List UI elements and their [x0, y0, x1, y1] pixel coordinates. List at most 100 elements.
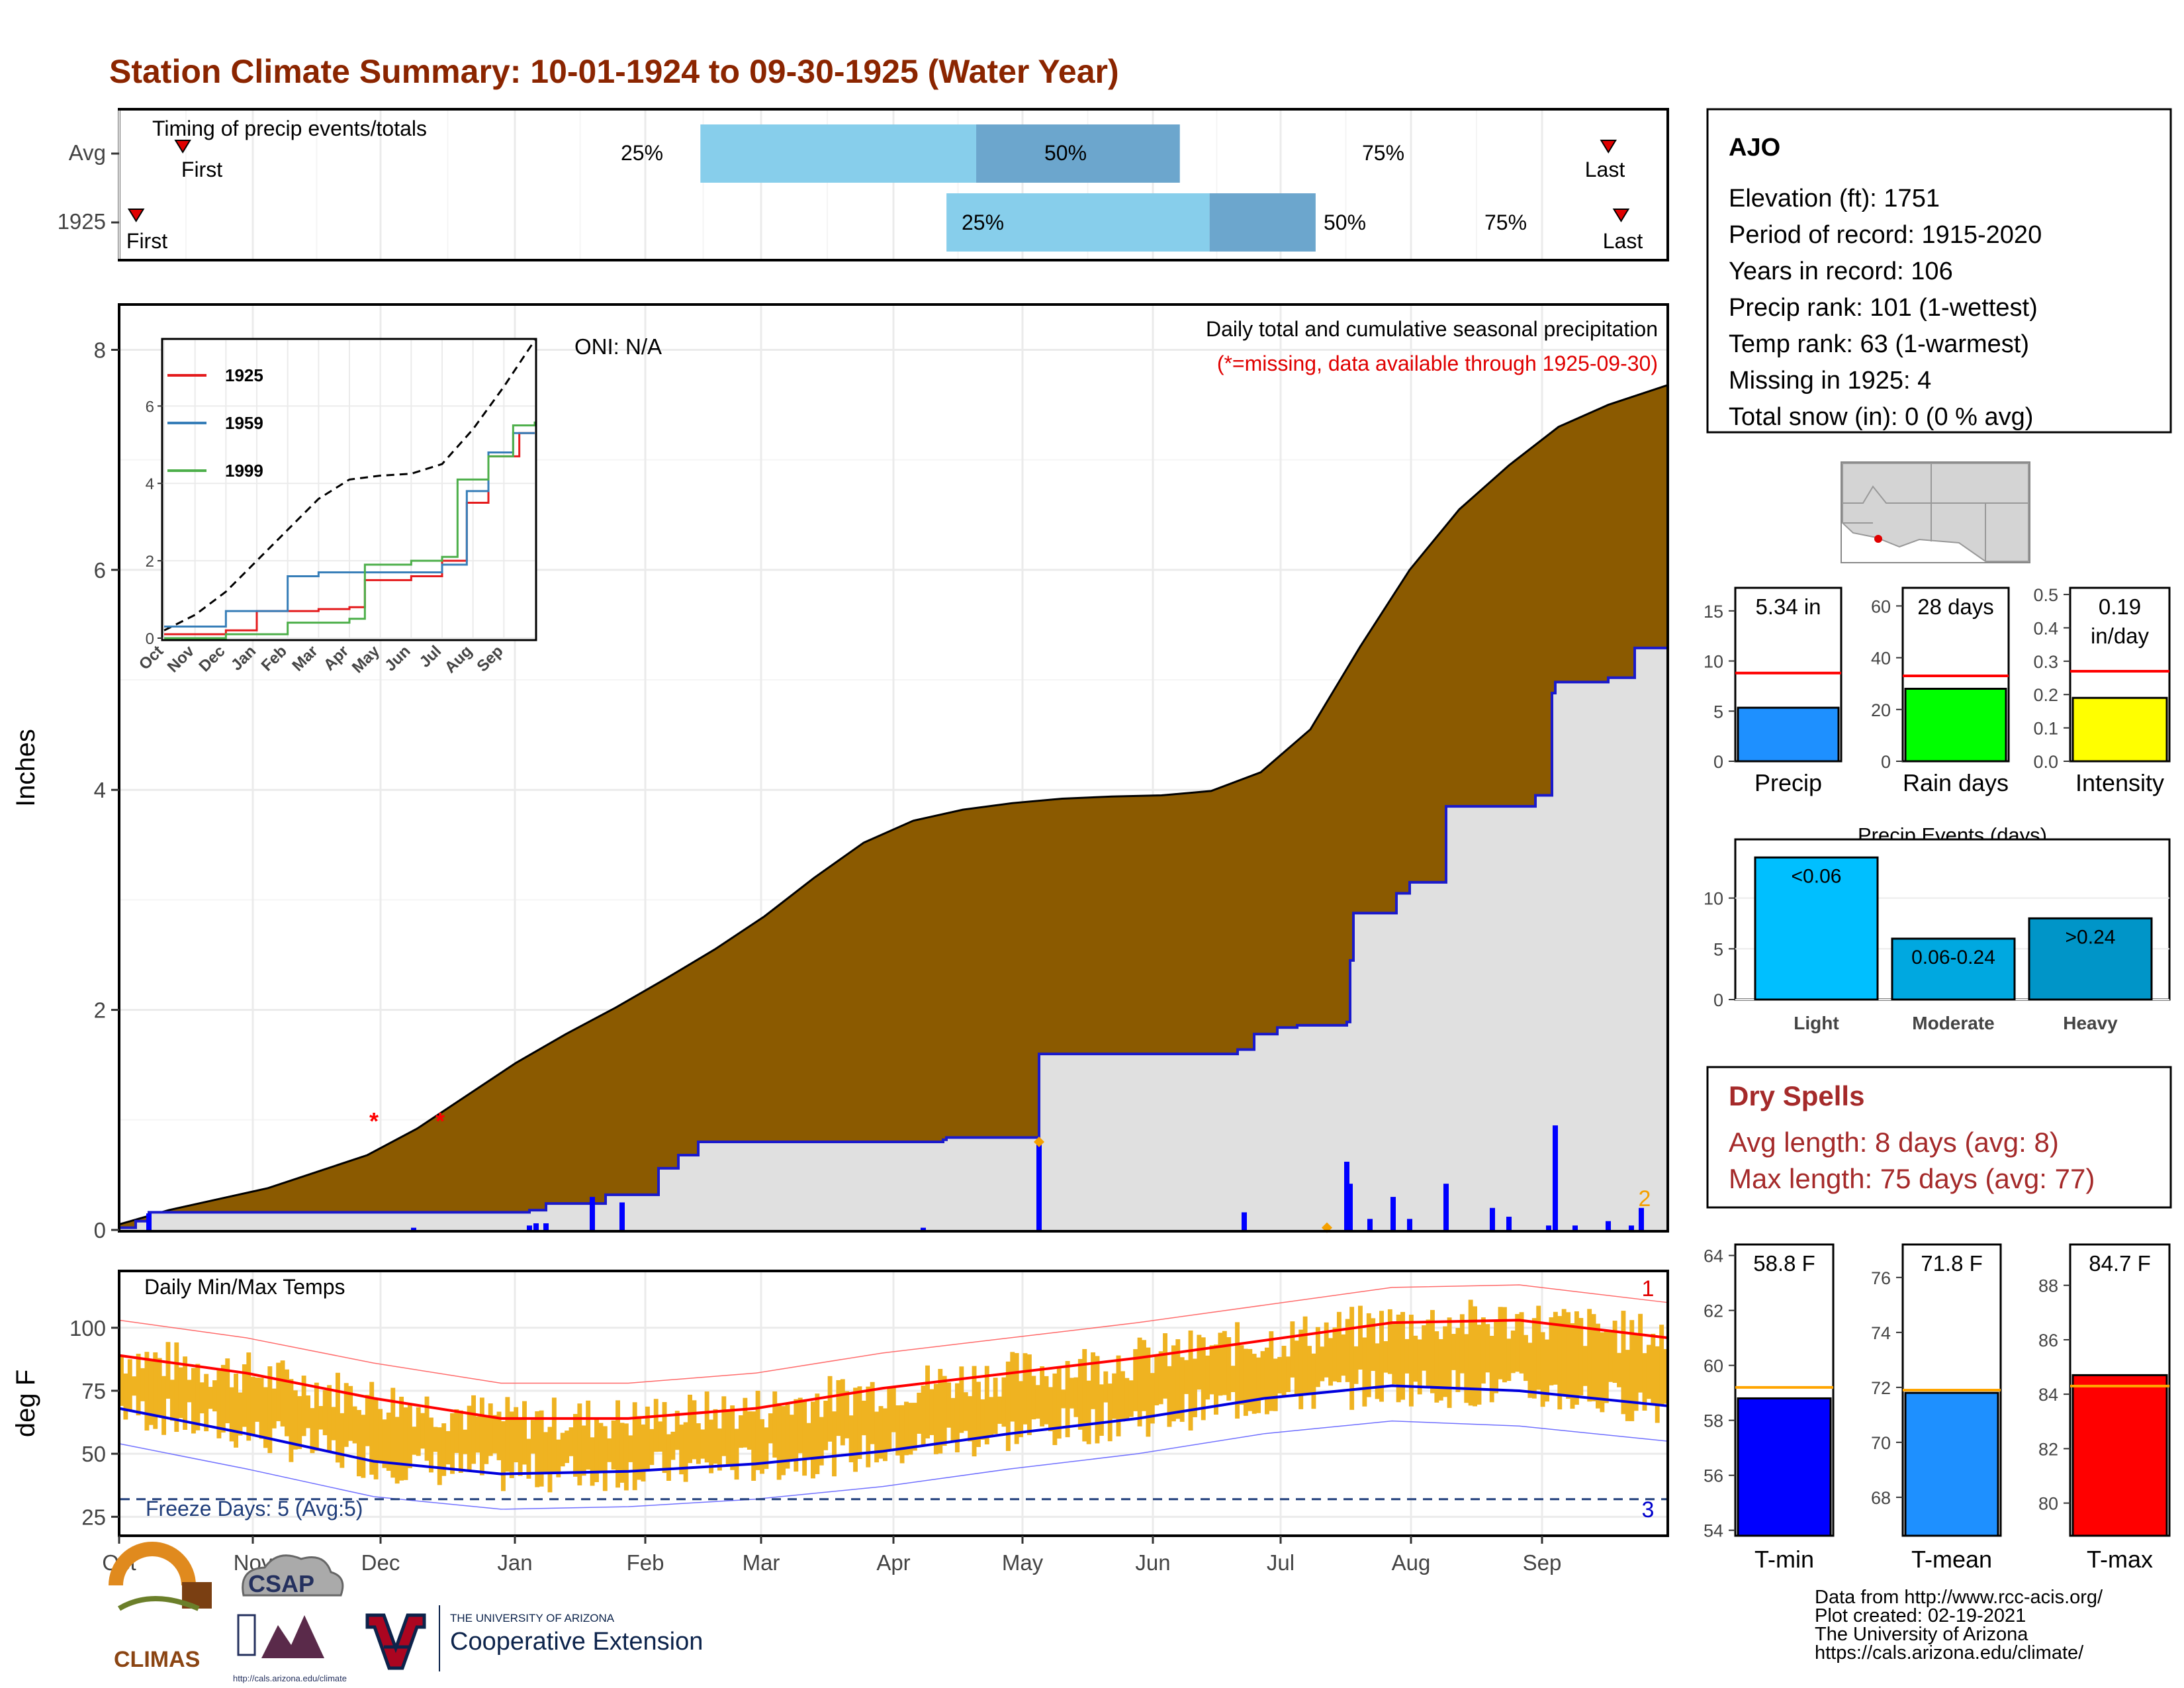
daily-temp-bar: [1646, 1344, 1651, 1399]
daily-temp-bar: [225, 1358, 230, 1424]
daily-temp-bar: [1608, 1332, 1614, 1382]
daily-temp-bar: [1124, 1378, 1130, 1421]
daily-temp-bar: [1596, 1323, 1600, 1409]
timing-bar-25-50: [700, 124, 977, 183]
daily-temp-bar: [500, 1421, 506, 1491]
daily-temp-bar: [781, 1406, 786, 1476]
events-bar-light: [1754, 856, 1879, 1001]
daily-temp-bar: [1451, 1334, 1456, 1370]
daily-temp-bar: [259, 1378, 264, 1439]
daily-temp-bar: [220, 1364, 226, 1433]
daily-temp-bar: [1591, 1314, 1596, 1401]
temp-ytick-label: 75: [81, 1379, 106, 1403]
daily-temp-bar: [946, 1382, 952, 1428]
daily-temp-bar: [1345, 1319, 1350, 1382]
month-tick-label: Jan: [497, 1550, 532, 1575]
daily-temp-bar: [823, 1400, 829, 1450]
daily-temp-bar: [1379, 1311, 1384, 1402]
daily-temp-bar: [1150, 1373, 1155, 1424]
daily-temp-bar: [1133, 1349, 1138, 1411]
daily-temp-bar: [1188, 1330, 1193, 1431]
timing-row-1925: 1925: [58, 209, 106, 234]
daily-temp-bar: [802, 1401, 807, 1476]
daily-temp-bar: [1587, 1309, 1592, 1402]
daily-temp-bar: [458, 1410, 463, 1474]
daily-temp-bar: [1077, 1358, 1083, 1430]
daily-temp-bar: [1277, 1356, 1283, 1394]
daily-temp-bar: [187, 1380, 192, 1403]
daily-temp-bar: [1570, 1323, 1575, 1409]
precip-right-annotation: 2: [1639, 1186, 1651, 1211]
daily-temp-bar: [989, 1397, 994, 1437]
daily-temp-bar: [343, 1383, 349, 1447]
precip-summary-value: 5.34 in: [1755, 594, 1821, 619]
daily-temp-bar: [976, 1382, 981, 1447]
events-ytick-label: 10: [1704, 889, 1723, 909]
daily-temp-bar: [148, 1359, 154, 1425]
tmin-summary-ytick-label: 56: [1704, 1466, 1723, 1486]
daily-temp-bar: [1566, 1312, 1571, 1399]
daily-temp-bar: [1324, 1322, 1329, 1378]
dry-spells-max: Max length: 75 days (avg: 77): [1729, 1163, 2095, 1194]
daily-temp-bar: [1392, 1324, 1397, 1385]
intensity-summary-ytick-label: 0.3: [2033, 652, 2058, 672]
daily-temp-bar: [993, 1378, 998, 1434]
daily-temp-bar: [666, 1434, 671, 1481]
daily-temp-bar: [1447, 1317, 1452, 1408]
daily-temp-bar: [641, 1424, 646, 1482]
daily-temp-bar: [1553, 1311, 1558, 1385]
tmean-summary-ytick-label: 68: [1871, 1488, 1891, 1508]
daily-temp-bar: [454, 1409, 459, 1453]
precip-summary-bar: [1737, 706, 1840, 763]
daily-temp-bar: [1197, 1335, 1202, 1390]
daily-temp-bar: [611, 1420, 616, 1470]
dry-spells-avg: Avg length: 8 days (avg: 8): [1729, 1127, 2059, 1158]
raindays-summary-ytick-label: 20: [1871, 700, 1891, 720]
avg-p25: 25%: [621, 141, 663, 165]
daily-temp-bar: [1239, 1345, 1244, 1405]
avg-p50: 50%: [1044, 141, 1087, 165]
tmin-summary-label: T-min: [1754, 1546, 1814, 1573]
dry-spells-box: Dry Spells Avg length: 8 days (avg: 8) M…: [1706, 1066, 2172, 1209]
tmax-summary-ytick-label: 82: [2038, 1439, 2058, 1459]
daily-temp-bar: [1400, 1311, 1406, 1400]
daily-temp-bar: [959, 1366, 964, 1433]
daily-temp-bar: [1167, 1366, 1172, 1427]
inset-ytick-label: 0: [146, 630, 154, 648]
daily-temp-bar: [505, 1397, 510, 1472]
inset-legend-label: 1999: [225, 461, 263, 481]
daily-temp-bar: [1065, 1361, 1070, 1438]
daily-temp-bar: [1040, 1366, 1045, 1427]
daily-temp-bar: [904, 1401, 909, 1456]
daily-temp-bar: [1026, 1354, 1032, 1435]
daily-temp-bar: [535, 1411, 540, 1487]
daily-temp-bar: [1545, 1339, 1549, 1402]
daily-temp-bar: [1655, 1346, 1660, 1423]
daily-temp-bar: [1091, 1352, 1096, 1409]
daily-temp-bar: [1582, 1346, 1588, 1386]
obs-p25: 25%: [962, 211, 1004, 234]
daily-temp-bar: [178, 1367, 183, 1419]
intensity-summary-ytick-label: 0.4: [2033, 618, 2058, 638]
temp-title: Daily Min/Max Temps: [144, 1275, 345, 1299]
daily-temp-bar: [1642, 1353, 1647, 1411]
daily-temp-bar: [658, 1421, 663, 1452]
missing-marker: *: [435, 1107, 445, 1135]
daily-temp-bar: [191, 1368, 196, 1434]
daily-temp-bar: [683, 1422, 688, 1482]
daily-temp-bar: [1005, 1361, 1011, 1451]
daily-temp-bar: [938, 1368, 943, 1454]
footer-line: Plot created: 02-19-2021: [1815, 1605, 2026, 1626]
daily-temp-bar: [1629, 1320, 1635, 1421]
daily-temp-bar: [386, 1412, 391, 1471]
tmean-summary-label: T-mean: [1911, 1546, 1992, 1573]
daily-temp-bar: [1205, 1355, 1210, 1400]
daily-temp-bar: [1536, 1305, 1541, 1390]
daily-temp-bar: [539, 1410, 544, 1487]
obs-first-label: First: [126, 229, 167, 253]
station-line: Years in record: 106: [1729, 258, 1953, 285]
daily-temp-bar: [882, 1408, 887, 1462]
daily-temp-bar: [1540, 1332, 1545, 1407]
inset-line-1959: [164, 432, 535, 628]
avg-first-label: First: [181, 158, 222, 181]
